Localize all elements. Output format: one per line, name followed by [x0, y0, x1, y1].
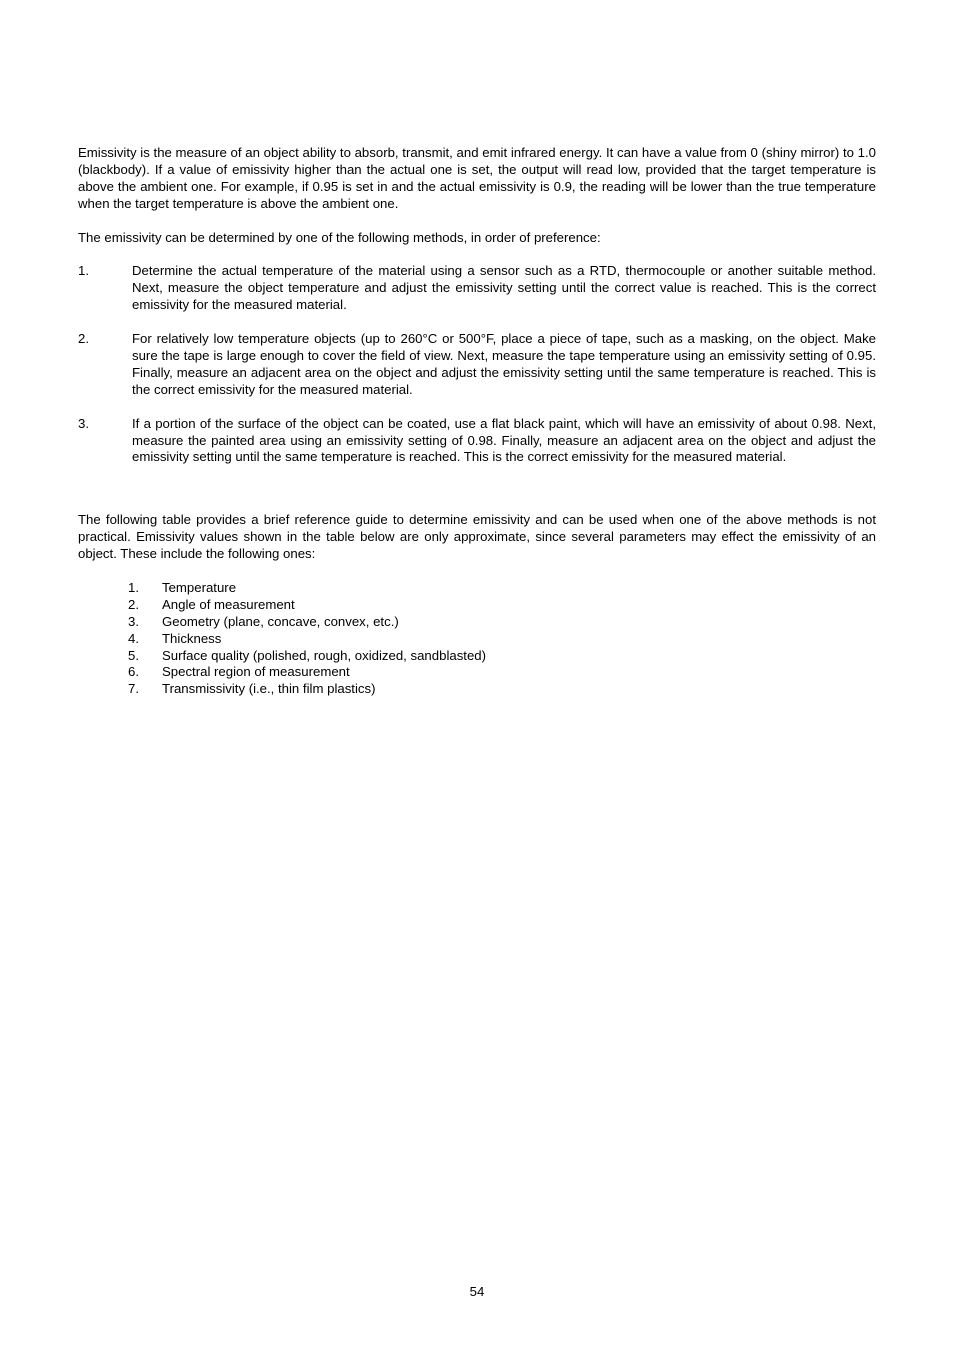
param-item: Spectral region of measurement [128, 664, 876, 681]
methods-list: Determine the actual temperature of the … [78, 263, 876, 466]
method-item: If a portion of the surface of the objec… [78, 416, 876, 467]
param-item: Geometry (plane, concave, convex, etc.) [128, 614, 876, 631]
page-number: 54 [0, 1284, 954, 1299]
param-item: Transmissivity (i.e., thin film plastics… [128, 681, 876, 698]
param-item: Temperature [128, 580, 876, 597]
methods-lead: The emissivity can be determined by one … [78, 230, 876, 247]
param-item: Angle of measurement [128, 597, 876, 614]
method-item: Determine the actual temperature of the … [78, 263, 876, 314]
table-lead-paragraph: The following table provides a brief ref… [78, 512, 876, 563]
param-item: Thickness [128, 631, 876, 648]
document-page: Emissivity is the measure of an object a… [0, 0, 954, 1351]
parameters-list: Temperature Angle of measurement Geometr… [128, 580, 876, 698]
intro-paragraph: Emissivity is the measure of an object a… [78, 145, 876, 213]
method-item: For relatively low temperature objects (… [78, 331, 876, 399]
param-item: Surface quality (polished, rough, oxidiz… [128, 648, 876, 665]
